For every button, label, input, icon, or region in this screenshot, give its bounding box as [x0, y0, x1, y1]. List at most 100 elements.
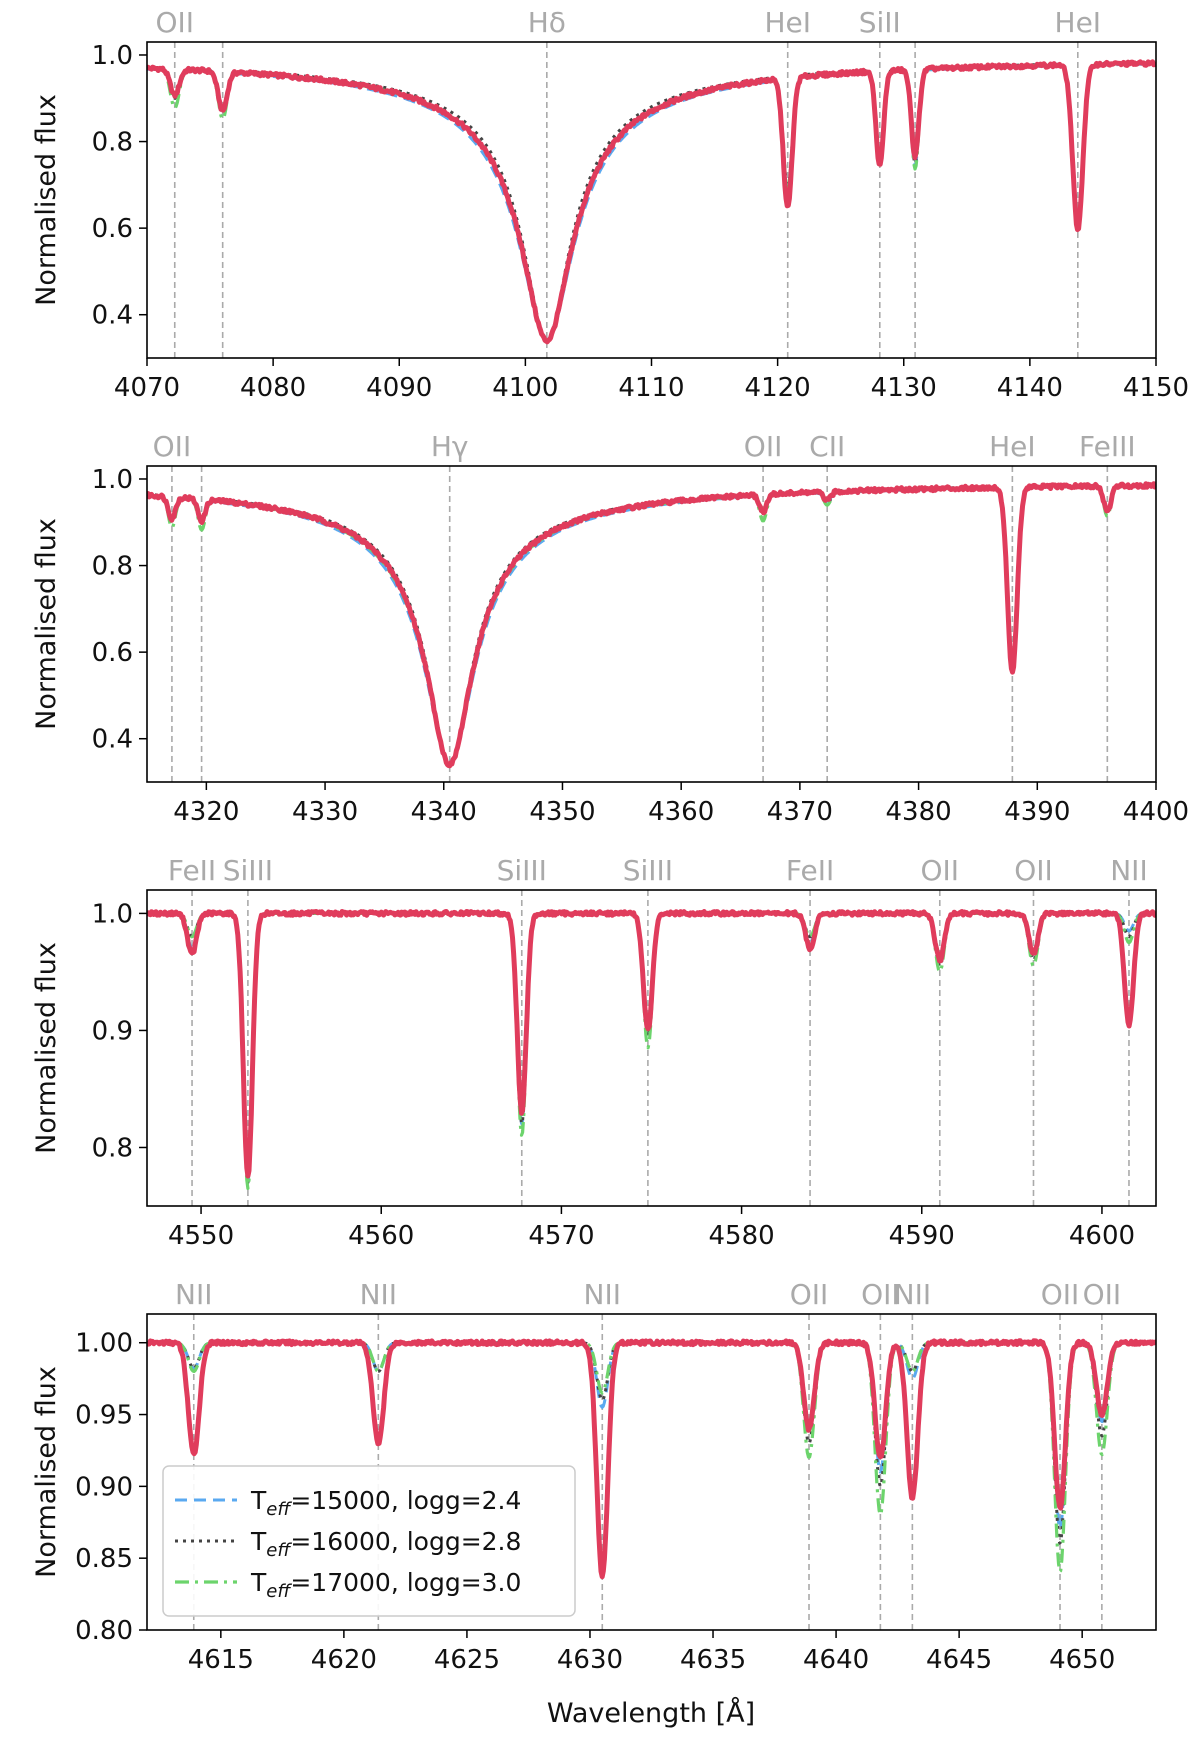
series-observed-line — [147, 481, 1156, 769]
series-observed-line — [147, 59, 1156, 345]
x-tick-label: 4550 — [168, 1221, 234, 1251]
y-tick-label: 1.0 — [92, 41, 133, 71]
x-tick-label: 4635 — [680, 1645, 746, 1675]
line-label: CII — [809, 430, 845, 463]
legend-suffix: =16000, logg=2.8 — [290, 1527, 521, 1556]
y-tick-label: 0.6 — [92, 638, 133, 668]
x-tick-label: 4380 — [886, 797, 952, 827]
line-label: HeI — [764, 6, 811, 39]
line-label: FeIII — [1079, 430, 1136, 463]
y-tick-label: 1.0 — [92, 899, 133, 929]
x-tick-label: 4330 — [292, 797, 358, 827]
y-tick-label: 0.8 — [92, 552, 133, 582]
x-tick-label: 4370 — [767, 797, 833, 827]
legend-subscript: eff — [266, 1499, 292, 1520]
line-label: OII — [153, 430, 192, 463]
legend-label-t16000: Teff=16000, logg=2.8 — [250, 1527, 521, 1561]
x-tick-label: 4630 — [557, 1645, 623, 1675]
line-label: OII — [790, 1278, 829, 1311]
x-tick-label: 4390 — [1004, 797, 1070, 827]
legend-subscript: eff — [266, 1581, 292, 1602]
x-tick-label: 4620 — [311, 1645, 377, 1675]
series-observed-line — [147, 1338, 1156, 1580]
y-tick-label: 0.80 — [75, 1616, 133, 1646]
x-tick-label: 4090 — [366, 373, 432, 403]
line-label: SiII — [859, 6, 901, 39]
line-label: HeI — [1055, 6, 1102, 39]
line-label: OII — [861, 1278, 900, 1311]
line-label: SiIII — [497, 854, 547, 887]
line-label: NII — [175, 1278, 212, 1311]
plot-frame — [146, 41, 1157, 359]
y-tick-label: 0.85 — [75, 1544, 133, 1574]
panel-1: OII Hδ HeI SiII HeI 4070 4080 4090 4100 4110 4120 4… — [31, 6, 1189, 403]
line-label: OII — [921, 854, 960, 887]
line-label: OII — [155, 6, 194, 39]
x-tick-label: 4580 — [709, 1221, 775, 1251]
plot-frame — [146, 465, 1157, 783]
x-tick-label: 4360 — [648, 797, 714, 827]
legend-suffix: =15000, logg=2.4 — [290, 1486, 521, 1515]
series-s17000-line — [147, 61, 1156, 343]
y-axis-label: Normalised flux — [31, 94, 62, 306]
legend-prefix: T — [250, 1486, 267, 1515]
legend-subscript: eff — [266, 1540, 292, 1561]
legend-label-t17000: Teff=17000, logg=3.0 — [250, 1568, 521, 1602]
y-tick-label: 0.4 — [92, 725, 133, 755]
x-tick-label: 4100 — [492, 373, 558, 403]
y-tick-label: 0.95 — [75, 1401, 133, 1431]
x-tick-label: 4650 — [1049, 1645, 1115, 1675]
y-tick-label: 0.90 — [75, 1472, 133, 1502]
x-tick-label: 4640 — [803, 1645, 869, 1675]
x-axis-label: Wavelength [Å] — [547, 1697, 755, 1729]
line-label: OII — [744, 430, 783, 463]
line-label: Hγ — [431, 430, 469, 463]
x-tick-label: 4400 — [1123, 797, 1189, 827]
line-label: OII — [1041, 1278, 1080, 1311]
x-tick-label: 4645 — [926, 1645, 992, 1675]
legend-prefix: T — [250, 1568, 267, 1597]
line-label: FeII — [786, 854, 834, 887]
x-tick-label: 4320 — [173, 797, 239, 827]
x-tick-label: 4140 — [997, 373, 1063, 403]
legend-box — [162, 1465, 576, 1617]
x-tick-label: 4590 — [889, 1221, 955, 1251]
x-tick-label: 4570 — [528, 1221, 594, 1251]
line-label: NII — [360, 1278, 397, 1311]
x-tick-label: 4110 — [618, 373, 684, 403]
line-label: NII — [894, 1278, 931, 1311]
series-s17000-line — [147, 911, 1156, 1190]
x-tick-label: 4560 — [348, 1221, 414, 1251]
y-tick-label: 0.4 — [92, 301, 133, 331]
line-label: SiIII — [223, 854, 273, 887]
y-tick-label: 1.00 — [75, 1329, 133, 1359]
x-tick-label: 4150 — [1123, 373, 1189, 403]
x-tick-label: 4130 — [871, 373, 937, 403]
x-tick-label: 4120 — [745, 373, 811, 403]
y-tick-label: 1.0 — [92, 465, 133, 495]
plot-frame — [146, 1313, 1157, 1631]
y-axis-label: Normalised flux — [31, 1366, 62, 1578]
x-tick-label: 4080 — [240, 373, 306, 403]
series-s15000-line — [147, 911, 1156, 1185]
series-s16000-line — [147, 61, 1156, 343]
x-tick-label: 4340 — [411, 797, 477, 827]
line-label: NII — [1110, 854, 1147, 887]
y-axis-label: Normalised flux — [31, 518, 62, 730]
y-tick-label: 0.8 — [92, 1133, 133, 1163]
x-tick-label: 4600 — [1069, 1221, 1135, 1251]
y-tick-label: 0.8 — [92, 128, 133, 158]
y-axis-label: Normalised flux — [31, 942, 62, 1154]
line-label: HeI — [989, 430, 1036, 463]
series-observed-line — [147, 909, 1156, 1179]
panel-2: OII Hγ OII CII HeI FeIII 4320 4330 4340 4350 4360 4… — [31, 430, 1189, 827]
y-tick-label: 0.9 — [92, 1016, 133, 1046]
line-label: FeII — [168, 854, 216, 887]
y-tick-label: 0.6 — [92, 214, 133, 244]
x-tick-label: 4625 — [434, 1645, 500, 1675]
x-tick-label: 4615 — [188, 1645, 254, 1675]
